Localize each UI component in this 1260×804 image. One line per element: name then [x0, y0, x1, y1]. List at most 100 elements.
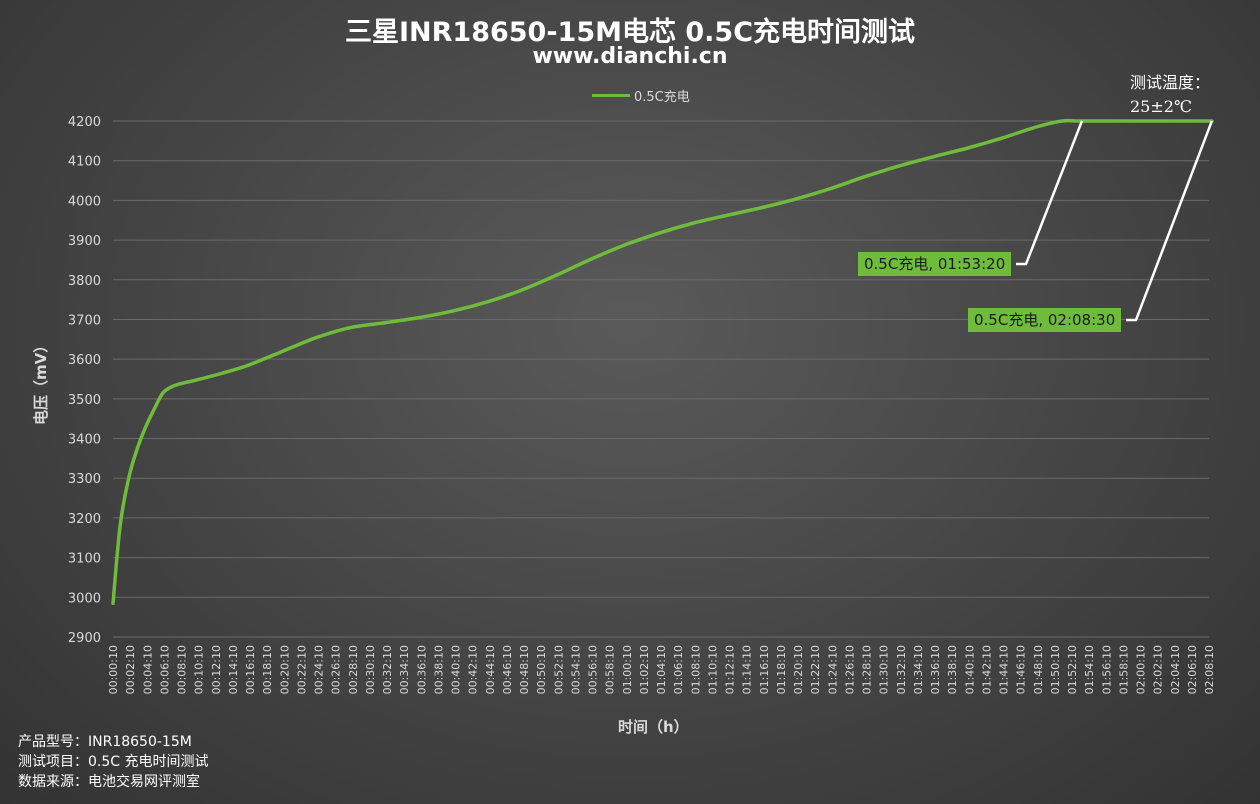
x-tick-label: 01:06:10 [672, 645, 685, 694]
legend: 0.5C充电 [592, 86, 690, 105]
legend-swatch [592, 94, 630, 97]
x-tick-label: 01:20:10 [792, 645, 805, 694]
y-tick-label: 3500 [68, 393, 101, 408]
x-tick-label: 01:12:10 [724, 645, 737, 694]
x-tick-label: 00:56:10 [587, 645, 600, 694]
chart-subtitle: www.dianchi.cn [532, 44, 728, 69]
chart-title: 三星INR18650-15M电芯 0.5C充电时间测试 [344, 17, 916, 48]
x-tick-label: 01:32:10 [895, 645, 908, 694]
x-tick-label: 01:14:10 [741, 645, 754, 694]
y-tick-label: 4000 [68, 194, 101, 209]
x-tick-label: 00:12:10 [210, 645, 223, 694]
y-tick-label: 3800 [68, 274, 101, 289]
x-tick-label: 01:00:10 [621, 645, 634, 694]
x-tick-label: 00:06:10 [158, 645, 171, 694]
x-tick-label: 00:40:10 [450, 645, 463, 694]
x-tick-label: 01:36:10 [929, 645, 942, 694]
x-tick-label: 01:58:10 [1117, 645, 1130, 694]
y-tick-label: 3100 [68, 552, 101, 567]
y-axis-label: 电压（mV） [32, 337, 50, 425]
x-tick-label: 01:02:10 [638, 645, 651, 694]
x-tick-label: 01:30:10 [878, 645, 891, 694]
x-tick-label: 02:00:10 [1135, 645, 1148, 694]
x-tick-label: 01:42:10 [980, 645, 993, 694]
x-tick-label: 01:50:10 [1049, 645, 1062, 694]
y-axis-ticks: 2900 3000 3100 3200 3300 3400 3500 3600 3700 3800… [68, 115, 101, 646]
x-tick-label: 01:24:10 [826, 645, 839, 694]
x-tick-label: 01:22:10 [809, 645, 822, 694]
x-tick-label: 00:50:10 [535, 645, 548, 694]
x-tick-label: 00:04:10 [141, 645, 154, 694]
x-tick-label: 00:52:10 [552, 645, 565, 694]
y-tick-label: 3600 [68, 353, 101, 368]
temperature-value: 25±2℃ [1130, 97, 1192, 116]
x-tick-label: 00:18:10 [261, 645, 274, 694]
x-tick-label: 01:48:10 [1032, 645, 1045, 694]
y-tick-label: 3000 [68, 591, 101, 606]
x-tick-label: 00:48:10 [518, 645, 531, 694]
temperature-label: 测试温度： [1130, 73, 1211, 92]
x-tick-label: 00:10:10 [193, 645, 206, 694]
x-axis-ticks: 00:00:10 00:02:10 00:04:10 00:06:10 00:08:10… [107, 645, 1216, 694]
x-tick-label: 00:14:10 [227, 645, 240, 694]
x-tick-label: 00:08:10 [176, 645, 189, 694]
x-tick-label: 00:58:10 [604, 645, 617, 694]
x-tick-label: 00:38:10 [432, 645, 445, 694]
x-tick-label: 00:28:10 [347, 645, 360, 694]
x-tick-label: 02:02:10 [1152, 645, 1165, 694]
y-tick-label: 3400 [68, 433, 101, 448]
gridlines [113, 120, 1209, 638]
x-tick-label: 02:08:10 [1203, 645, 1216, 694]
callout-connectors [1016, 120, 1214, 322]
y-tick-label: 4100 [68, 155, 101, 170]
y-tick-label: 3200 [68, 512, 101, 527]
y-tick-label: 3300 [68, 472, 101, 487]
x-tick-label: 01:08:10 [689, 645, 702, 694]
x-axis-label: 时间（h） [618, 718, 689, 736]
x-tick-label: 00:22:10 [295, 645, 308, 694]
x-tick-label: 01:28:10 [861, 645, 874, 694]
series-group [111, 118, 1214, 606]
series-line [111, 118, 1214, 606]
y-tick-label: 2900 [68, 631, 101, 646]
x-tick-label: 01:40:10 [963, 645, 976, 694]
x-tick-label: 00:16:10 [244, 645, 257, 694]
callout-connector-2 [1126, 120, 1214, 322]
footer-info: 产品型号：INR18650-15M 测试项目：0.5C 充电时间测试 数据来源：… [18, 732, 209, 792]
x-tick-label: 02:06:10 [1186, 645, 1199, 694]
x-tick-label: 00:32:10 [381, 645, 394, 694]
x-tick-label: 00:02:10 [124, 645, 137, 694]
x-tick-label: 01:44:10 [998, 645, 1011, 694]
legend-label: 0.5C充电 [634, 90, 690, 105]
x-tick-label: 00:54:10 [569, 645, 582, 694]
callout-label-1: 0.5C充电, 01:53:20 [858, 252, 1012, 276]
x-tick-label: 00:20:10 [278, 645, 291, 694]
temperature-note: 测试温度： 25±2℃ [1130, 71, 1210, 119]
x-tick-label: 01:16:10 [758, 645, 771, 694]
x-tick-label: 00:24:10 [313, 645, 326, 694]
y-tick-label: 3700 [68, 313, 101, 328]
x-tick-label: 01:46:10 [1015, 645, 1028, 694]
x-tick-label: 00:44:10 [484, 645, 497, 694]
x-tick-label: 01:34:10 [912, 645, 925, 694]
x-tick-label: 00:34:10 [398, 645, 411, 694]
y-tick-label: 4200 [68, 115, 101, 130]
x-tick-label: 00:00:10 [107, 645, 120, 694]
x-tick-label: 01:04:10 [655, 645, 668, 694]
x-tick-label: 00:36:10 [415, 645, 428, 694]
footer-model: 产品型号：INR18650-15M [18, 734, 192, 750]
x-tick-label: 01:54:10 [1083, 645, 1096, 694]
callout-connector-1 [1016, 120, 1084, 266]
callout-label-2: 0.5C充电, 02:08:30 [968, 308, 1122, 332]
x-tick-label: 00:42:10 [467, 645, 480, 694]
x-tick-label: 00:46:10 [501, 645, 514, 694]
footer-source: 数据来源：电池交易网评测室 [18, 774, 200, 790]
x-tick-label: 00:26:10 [330, 645, 343, 694]
x-tick-label: 02:04:10 [1169, 645, 1182, 694]
footer-test-item: 测试项目：0.5C 充电时间测试 [18, 754, 209, 770]
y-tick-label: 3900 [68, 234, 101, 249]
x-tick-label: 01:52:10 [1066, 645, 1079, 694]
x-tick-label: 01:18:10 [775, 645, 788, 694]
x-tick-label: 01:26:10 [843, 645, 856, 694]
